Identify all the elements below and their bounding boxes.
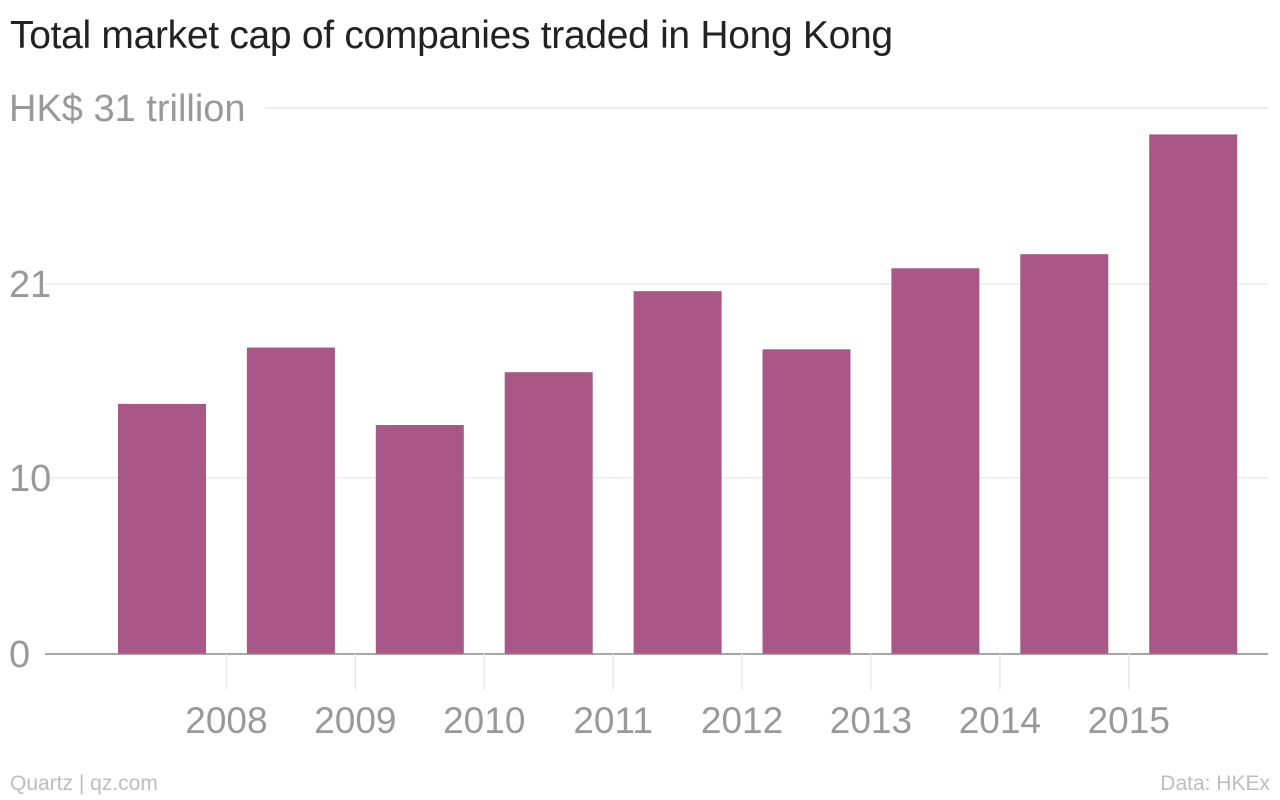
bar: [891, 268, 980, 654]
x-axis-labels: 2008 2009 2010 2011 2012 2013 2014 2015: [185, 700, 1170, 741]
y-tick-label: HK$ 31 trillion: [9, 88, 246, 130]
y-tick-label: 21: [9, 264, 51, 306]
x-axis: [45, 653, 1268, 690]
x-tick-label: 2012: [701, 700, 783, 741]
y-axis-labels: 0 10 21 HK$ 31 trillion: [9, 88, 246, 676]
x-tick-label: 2015: [1088, 700, 1170, 741]
y-tick-label: 0: [9, 634, 30, 676]
bar: [1020, 254, 1109, 654]
credit-text: Quartz | qz.com: [10, 772, 158, 795]
bars: [118, 134, 1238, 654]
x-tick-label: 2011: [573, 700, 653, 741]
chart-title: Total market cap of companies traded in …: [10, 14, 893, 57]
x-tick-label: 2009: [314, 700, 396, 741]
y-tick-label: 10: [9, 458, 51, 500]
bar: [504, 372, 593, 654]
x-tick-label: 2013: [830, 700, 912, 741]
bar: [246, 347, 335, 654]
x-tick-label: 2010: [443, 700, 525, 741]
x-tick-label: 2008: [185, 700, 267, 741]
bar: [118, 403, 206, 654]
bar: [762, 349, 851, 654]
bar: [633, 291, 722, 654]
source-text: Data: HKEx: [1160, 772, 1270, 795]
bar: [1149, 134, 1238, 654]
x-tick-label: 2014: [959, 700, 1041, 741]
bar: [375, 425, 464, 654]
